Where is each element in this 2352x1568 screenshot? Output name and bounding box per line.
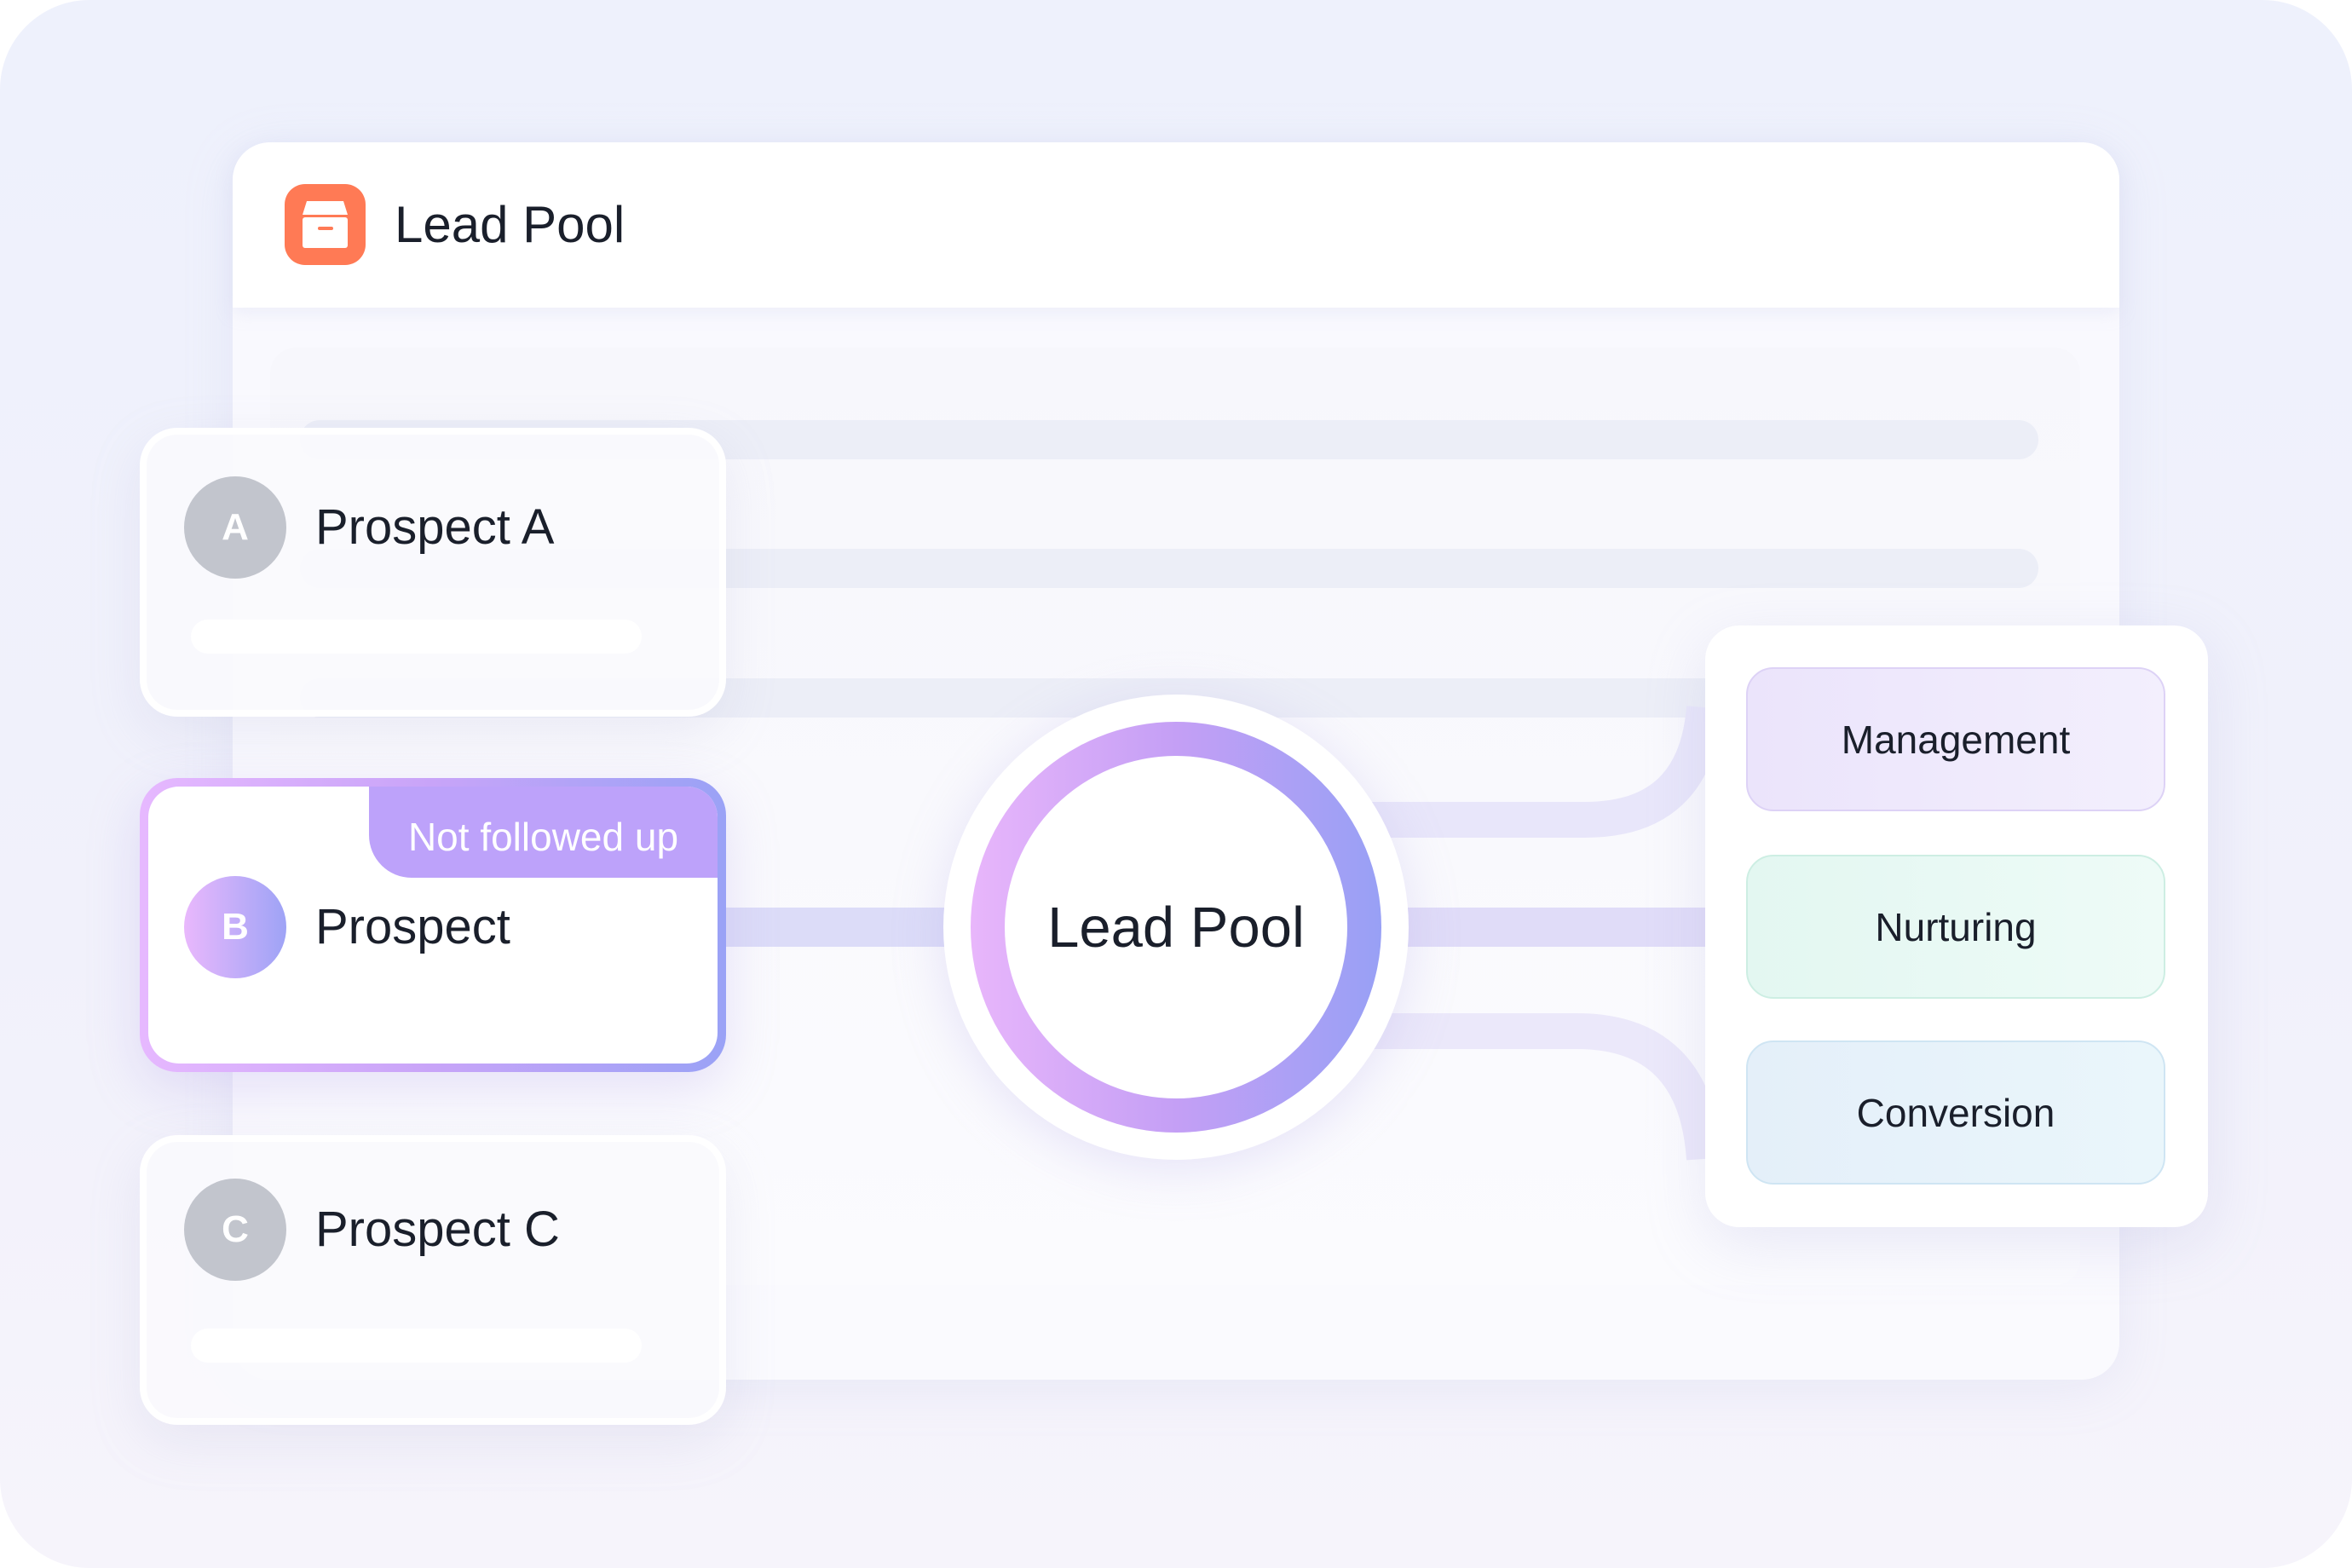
stage-nurturing[interactable]: Nurturing — [1746, 855, 2165, 999]
connector-left — [726, 908, 948, 947]
prospect-card-b[interactable]: Not followed up B Prospect — [140, 778, 726, 1072]
placeholder-bar — [191, 620, 642, 654]
stage-conversion[interactable]: Conversion — [1746, 1041, 2165, 1185]
prospect-name: Prospect C — [315, 1202, 560, 1257]
connector-bottom — [1363, 1013, 1722, 1161]
avatar: C — [184, 1179, 286, 1281]
gradient-ring: Lead Pool — [971, 722, 1381, 1133]
placeholder-bar — [191, 1329, 642, 1363]
archive-box-icon — [285, 184, 366, 265]
avatar: A — [184, 476, 286, 579]
window-header: Lead Pool — [233, 142, 2119, 308]
lead-pool-hub: Lead Pool — [943, 695, 1409, 1160]
stage-management[interactable]: Management — [1746, 667, 2165, 811]
stages-panel: Management Nurturing Conversion — [1705, 625, 2208, 1227]
status-badge: Not followed up — [369, 787, 718, 878]
hub-label: Lead Pool — [1005, 756, 1347, 1098]
connector-center — [1398, 908, 1709, 947]
prospect-card-a[interactable]: A Prospect A — [140, 428, 726, 717]
page-title: Lead Pool — [395, 196, 625, 253]
connector-top — [1363, 706, 1722, 838]
avatar: B — [184, 876, 286, 978]
prospect-name: Prospect A — [315, 499, 555, 555]
prospect-name: Prospect — [315, 899, 510, 954]
prospect-card-c[interactable]: C Prospect C — [140, 1135, 726, 1425]
